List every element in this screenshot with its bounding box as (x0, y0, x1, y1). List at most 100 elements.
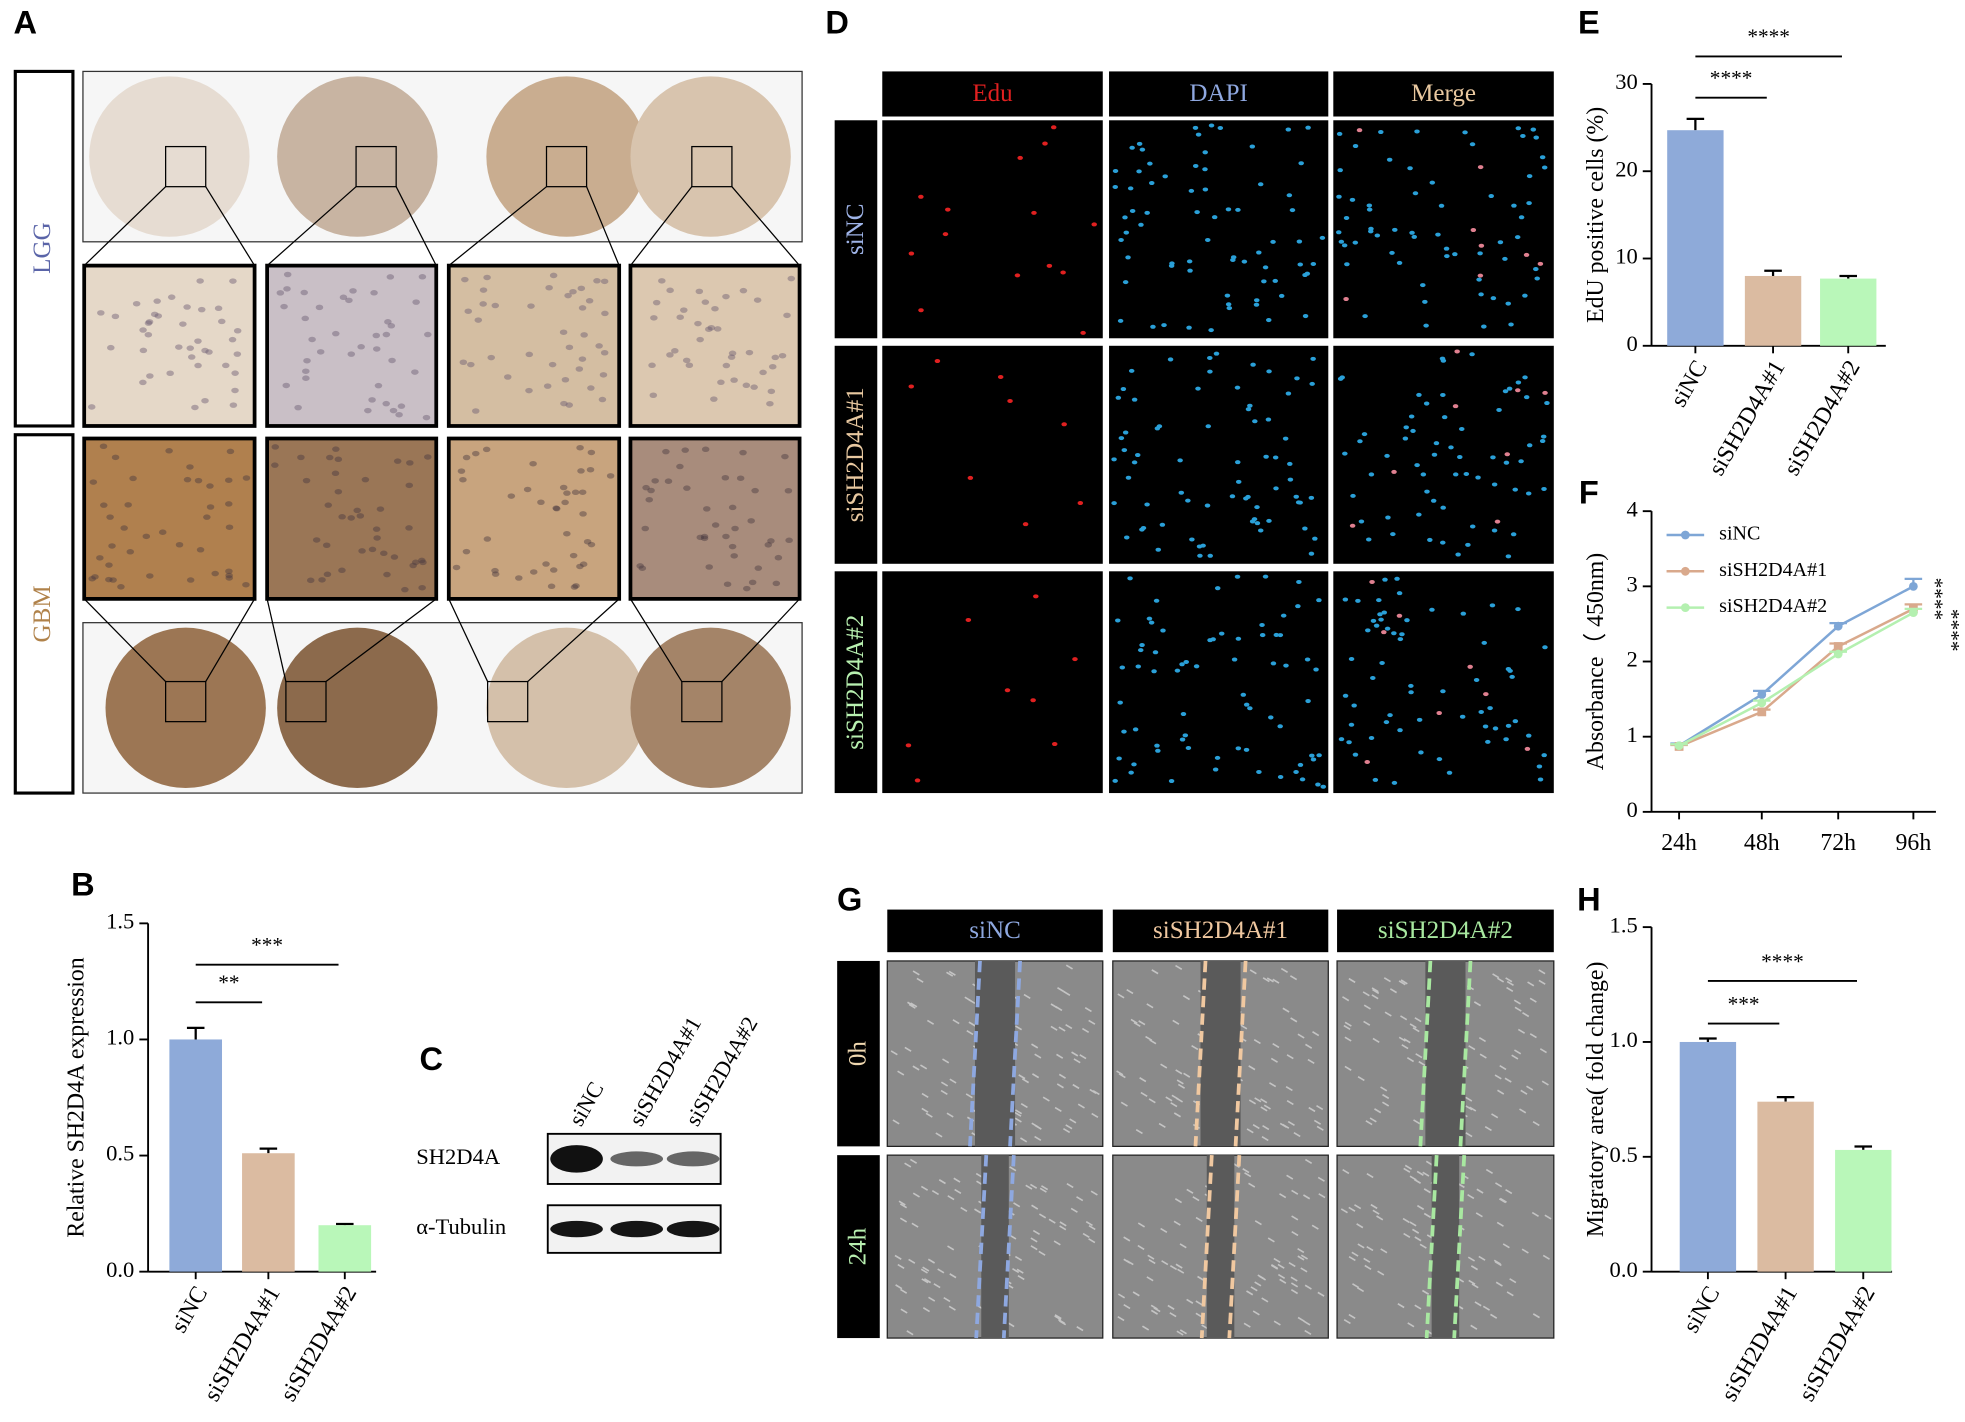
scratch-edge (1233, 960, 1248, 1147)
cell (1441, 415, 1448, 420)
cell (1389, 988, 1398, 994)
cell (1202, 187, 1209, 192)
cell (1234, 574, 1241, 579)
cell (1386, 157, 1393, 162)
cell (1431, 452, 1438, 457)
micrograph (882, 571, 1103, 794)
cell (1526, 1085, 1534, 1091)
cell (1478, 1255, 1486, 1261)
cell (1042, 1096, 1050, 1102)
cell (1125, 475, 1132, 480)
cell (1022, 522, 1029, 527)
nucleus (482, 446, 491, 453)
scratch-edge (1001, 1155, 1016, 1339)
cell (1380, 1248, 1388, 1254)
cell (1416, 512, 1422, 517)
cell (1262, 977, 1270, 983)
cell (1057, 1318, 1066, 1324)
lane-label: siNC (564, 1077, 609, 1130)
cell (1117, 1315, 1125, 1322)
cell (1278, 293, 1285, 298)
nucleus (368, 546, 377, 553)
cell (1512, 719, 1519, 724)
cell (1298, 161, 1304, 166)
zoom-line (325, 598, 437, 683)
cell (1305, 699, 1311, 704)
nucleus (785, 537, 793, 544)
nucleus (194, 362, 202, 369)
cell (911, 1222, 919, 1228)
cell (1505, 977, 1513, 983)
cell (1526, 174, 1533, 179)
cell (1085, 1220, 1093, 1227)
cell (1506, 986, 1514, 993)
nucleus (560, 400, 568, 407)
nucleus (183, 304, 191, 310)
cell (1336, 230, 1342, 235)
cell (1231, 657, 1238, 662)
nucleus (183, 476, 192, 483)
cell (1208, 328, 1214, 333)
nucleus (203, 514, 211, 520)
cell (1338, 737, 1345, 742)
cell (1409, 230, 1415, 235)
cell (1504, 1077, 1512, 1083)
nucleus (231, 387, 239, 394)
cell (1140, 1091, 1148, 1098)
cell (1286, 1100, 1294, 1106)
cell (894, 1254, 902, 1260)
cell (1088, 1224, 1096, 1231)
point (1908, 608, 1918, 618)
nucleus (384, 319, 392, 325)
cell (1147, 161, 1153, 166)
cell (1297, 1255, 1305, 1261)
cell (1224, 293, 1231, 298)
row-header (834, 571, 878, 794)
legend-label: siSH2D4A#2 (1719, 595, 1827, 617)
nucleus (326, 454, 334, 461)
cell (1342, 1168, 1350, 1175)
cell (1063, 1127, 1071, 1134)
cell (1117, 700, 1123, 705)
cell (920, 1185, 929, 1191)
tissue-zoom (628, 436, 802, 601)
nucleus (196, 278, 204, 284)
cell (1526, 443, 1533, 448)
nucleus (218, 318, 226, 325)
cell (1160, 628, 1166, 633)
cell (1346, 740, 1352, 745)
cell (1014, 1255, 1023, 1262)
cell (1499, 1064, 1507, 1071)
y-tick-label: 1.5 (106, 909, 134, 934)
cell (1422, 299, 1428, 304)
cell (1498, 1198, 1507, 1204)
cell (1496, 1221, 1504, 1227)
x-tick-label: 72h (1820, 830, 1856, 856)
cell (1366, 203, 1373, 208)
nucleus (606, 473, 615, 479)
cell (1283, 663, 1289, 668)
cell (904, 1046, 912, 1052)
column-label: Merge (1411, 80, 1476, 107)
nucleus (751, 487, 759, 494)
cell (1411, 234, 1418, 239)
nucleus (297, 454, 305, 461)
cell (1174, 1198, 1183, 1204)
cell (1440, 392, 1446, 397)
nucleus (349, 288, 357, 294)
nucleus (412, 299, 420, 305)
nucleus (339, 294, 348, 301)
nucleus (364, 407, 372, 414)
cell (1191, 1044, 1199, 1051)
cell (1293, 494, 1299, 499)
cell (1207, 553, 1213, 558)
nucleus (747, 518, 755, 524)
cell (1148, 1258, 1156, 1265)
cell (1267, 1237, 1275, 1243)
cell (1482, 724, 1489, 729)
cell (1467, 664, 1473, 669)
nucleus (767, 538, 775, 544)
cell (1186, 325, 1192, 330)
nucleus (99, 443, 108, 450)
cell (1254, 505, 1260, 510)
